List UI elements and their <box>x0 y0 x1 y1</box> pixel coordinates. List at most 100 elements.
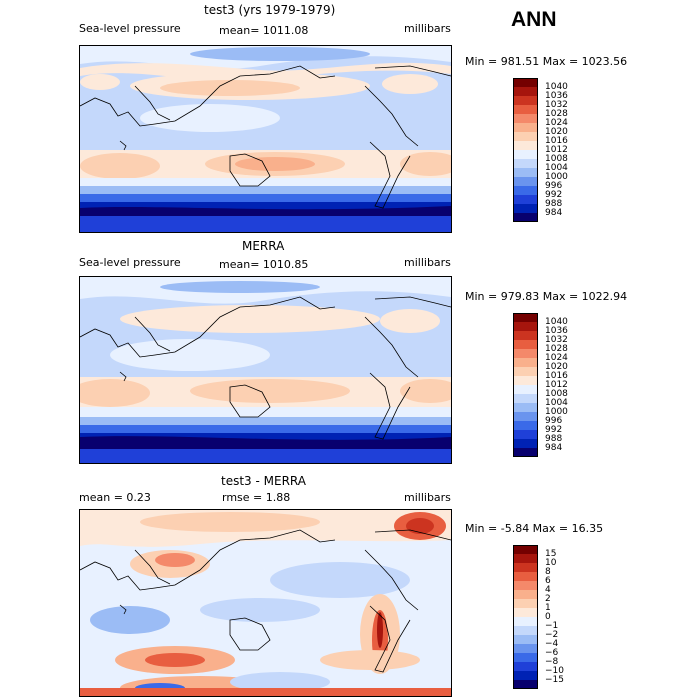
colorbar-swatch <box>513 608 538 617</box>
panel3-units: millibars <box>404 491 451 504</box>
panel3-range: Min = -5.84 Max = 16.35 <box>465 522 604 535</box>
colorbar-swatch <box>513 421 538 430</box>
colorbar-tick-label: 988 <box>545 199 563 209</box>
colorbar-tick-label: 1000 <box>545 407 568 417</box>
panel1-variable: Sea-level pressure <box>79 22 181 35</box>
panel1-colorbar <box>513 78 538 222</box>
colorbar-swatch <box>513 626 538 635</box>
colorbar-swatch <box>513 590 538 599</box>
colorbar-tick-label: 10 <box>545 558 557 568</box>
panel2-title: MERRA <box>242 239 285 253</box>
colorbar-swatch <box>513 430 538 439</box>
colorbar-swatch <box>513 412 538 421</box>
colorbar-swatch <box>513 635 538 644</box>
colorbar-swatch <box>513 186 538 195</box>
colorbar-tick-label: 1032 <box>545 335 568 345</box>
colorbar-tick-label: 1036 <box>545 326 568 336</box>
colorbar-tick-label: 6 <box>545 576 551 586</box>
colorbar-swatch <box>513 150 538 159</box>
colorbar-tick-label: 1024 <box>545 353 568 363</box>
colorbar-swatch <box>513 105 538 114</box>
colorbar-swatch <box>513 554 538 563</box>
colorbar-swatch <box>513 204 538 213</box>
colorbar-swatch <box>513 403 538 412</box>
colorbar-tick-label: 1020 <box>545 127 568 137</box>
colorbar-tick-label: 992 <box>545 190 563 200</box>
colorbar-tick-label: 992 <box>545 425 563 435</box>
colorbar-tick-label: −6 <box>545 648 559 658</box>
colorbar-tick-label: 996 <box>545 181 563 191</box>
colorbar-tick-label: 0 <box>545 612 551 622</box>
colorbar-swatch <box>513 385 538 394</box>
colorbar-swatch <box>513 680 538 689</box>
panel2-colorbar <box>513 313 538 457</box>
colorbar-swatch <box>513 572 538 581</box>
colorbar-tick-label: 1028 <box>545 109 568 119</box>
panel3-rmse: rmse = 1.88 <box>222 491 291 504</box>
colorbar-tick-label: 1004 <box>545 163 568 173</box>
colorbar-swatch <box>513 96 538 105</box>
colorbar-tick-label: 15 <box>545 549 557 559</box>
colorbar-tick-label: 988 <box>545 434 563 444</box>
colorbar-tick-label: 1000 <box>545 172 568 182</box>
colorbar-swatch <box>513 177 538 186</box>
colorbar-tick-label: 4 <box>545 585 551 595</box>
colorbar-tick-label: 1012 <box>545 380 568 390</box>
panel1-map <box>79 45 452 233</box>
colorbar-tick-label: −4 <box>545 639 559 649</box>
panel2-range: Min = 979.83 Max = 1022.94 <box>465 290 628 303</box>
colorbar-swatch <box>513 132 538 141</box>
panel1-title: test3 (yrs 1979-1979) <box>204 3 336 17</box>
colorbar-tick-label: 1032 <box>545 100 568 110</box>
colorbar-tick-label: 1016 <box>545 136 568 146</box>
panel2-map <box>79 276 452 464</box>
panel2-mean: mean= 1010.85 <box>219 258 309 271</box>
colorbar-swatch <box>513 87 538 96</box>
colorbar-swatch <box>513 340 538 349</box>
colorbar-swatch <box>513 78 538 87</box>
colorbar-swatch <box>513 671 538 680</box>
colorbar-swatch <box>513 617 538 626</box>
panel2-variable: Sea-level pressure <box>79 256 181 269</box>
colorbar-tick-label: −2 <box>545 630 559 640</box>
colorbar-swatch <box>513 313 538 322</box>
colorbar-swatch <box>513 439 538 448</box>
colorbar-tick-label: 8 <box>545 567 551 577</box>
panel2-units: millibars <box>404 256 451 269</box>
panel3-mean: mean = 0.23 <box>79 491 151 504</box>
colorbar-swatch <box>513 644 538 653</box>
colorbar-swatch <box>513 331 538 340</box>
panel3-colorbar <box>513 545 538 689</box>
colorbar-swatch <box>513 367 538 376</box>
colorbar-swatch <box>513 349 538 358</box>
colorbar-tick-label: −15 <box>545 675 564 685</box>
colorbar-tick-label: 1012 <box>545 145 568 155</box>
colorbar-swatch <box>513 545 538 554</box>
colorbar-tick-label: −8 <box>545 657 559 667</box>
colorbar-swatch <box>513 195 538 204</box>
colorbar-tick-label: −10 <box>545 666 564 676</box>
colorbar-tick-label: 2 <box>545 594 551 604</box>
colorbar-swatch <box>513 213 538 222</box>
colorbar-swatch <box>513 394 538 403</box>
colorbar-swatch <box>513 376 538 385</box>
season-label: ANN <box>511 8 557 31</box>
panel1-range: Min = 981.51 Max = 1023.56 <box>465 55 628 68</box>
colorbar-tick-label: 1008 <box>545 154 568 164</box>
colorbar-tick-label: 1040 <box>545 82 568 92</box>
colorbar-tick-label: −1 <box>545 621 559 631</box>
colorbar-swatch <box>513 653 538 662</box>
panel3-title: test3 - MERRA <box>221 474 306 488</box>
panel1-mean: mean= 1011.08 <box>219 24 309 37</box>
panel3-map <box>79 509 452 697</box>
colorbar-swatch <box>513 581 538 590</box>
colorbar-tick-label: 1 <box>545 603 551 613</box>
colorbar-tick-label: 1016 <box>545 371 568 381</box>
colorbar-tick-label: 1020 <box>545 362 568 372</box>
colorbar-tick-label: 1004 <box>545 398 568 408</box>
colorbar-tick-label: 984 <box>545 208 563 218</box>
colorbar-tick-label: 1040 <box>545 317 568 327</box>
colorbar-swatch <box>513 563 538 572</box>
colorbar-tick-label: 1024 <box>545 118 568 128</box>
colorbar-swatch <box>513 123 538 132</box>
